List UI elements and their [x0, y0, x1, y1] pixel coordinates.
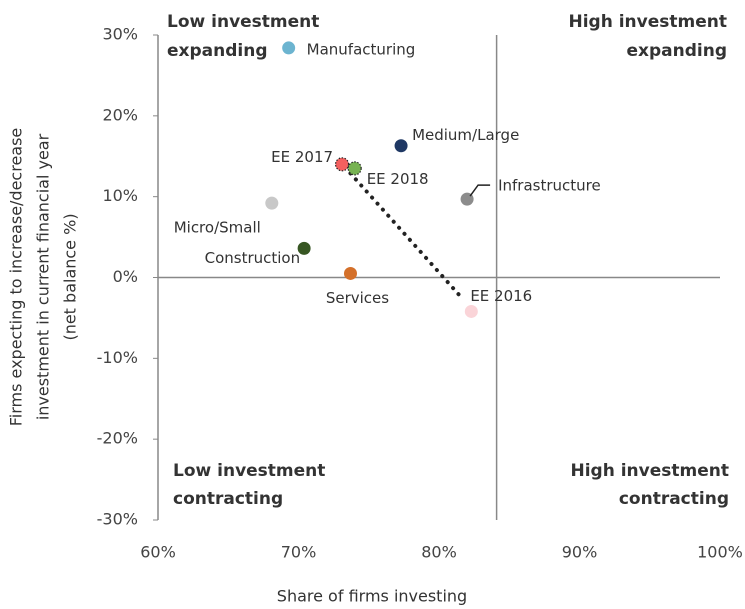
- point: [265, 196, 279, 210]
- point-label: Micro/Small: [174, 219, 261, 237]
- point: [394, 139, 408, 153]
- quadrant-label: High investment: [568, 12, 727, 32]
- point: [334, 157, 350, 172]
- point-label: EE 2018: [367, 170, 429, 188]
- point-label: Construction: [205, 249, 301, 267]
- y-tick-label: 20%: [102, 105, 138, 124]
- point-label: EE 2017: [271, 148, 333, 166]
- x-tick-label: 80%: [421, 543, 457, 562]
- y-axis-title-line: investment in current financial year: [34, 133, 53, 420]
- y-tick-label: 0%: [113, 267, 138, 286]
- quadrant-label: expanding: [626, 41, 727, 61]
- x-axis-title: Share of firms investing: [277, 587, 467, 606]
- point: [343, 266, 357, 280]
- y-axis-title: Firms expecting to increase/decrease inv…: [7, 128, 80, 427]
- quadrant-label: expanding: [167, 41, 268, 61]
- point: [297, 241, 311, 255]
- y-tick-label: -30%: [97, 510, 138, 529]
- point-label: EE 2016: [470, 287, 532, 305]
- trend-line: [343, 165, 465, 301]
- point: [347, 161, 362, 176]
- y-tick-label: 30%: [102, 25, 138, 44]
- y-tick-label: -10%: [97, 348, 138, 367]
- point: [464, 304, 478, 318]
- quadrant-label: Low investment: [173, 461, 325, 481]
- point: [282, 41, 296, 55]
- quadrant-label: High investment: [570, 461, 729, 481]
- quadrant-label: Low investment: [167, 12, 319, 32]
- leader-line: [469, 184, 491, 197]
- point-label: Infrastructure: [498, 177, 601, 195]
- point-label: Manufacturing: [307, 40, 416, 58]
- y-tick-label: -20%: [97, 429, 138, 448]
- x-tick-label: 100%: [697, 543, 743, 562]
- y-axis-title-line: (net balance %): [61, 213, 80, 340]
- x-tick-label: 90%: [562, 543, 598, 562]
- quadrant-label: contracting: [173, 489, 283, 509]
- point-label: Medium/Large: [412, 126, 519, 144]
- x-tick-label: 60%: [140, 543, 176, 562]
- y-tick-label: 10%: [102, 186, 138, 205]
- x-tick-label: 70%: [281, 543, 317, 562]
- point-label: Services: [326, 289, 389, 307]
- y-axis-title-line: Firms expecting to increase/decrease: [7, 128, 26, 427]
- quadrant-label: contracting: [619, 489, 729, 509]
